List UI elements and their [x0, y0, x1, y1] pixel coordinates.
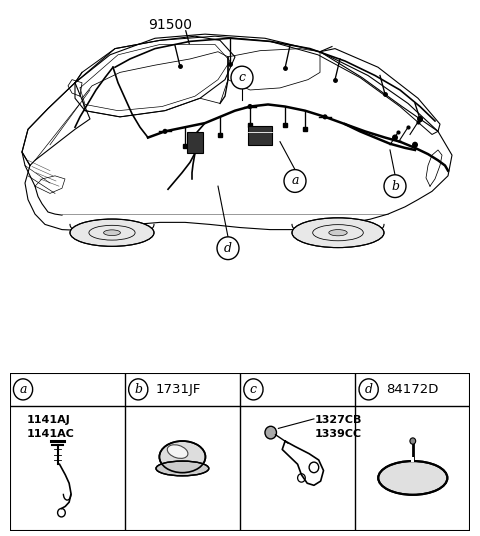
Ellipse shape [156, 461, 209, 476]
Text: d: d [365, 383, 372, 396]
Bar [248, 126, 272, 145]
Ellipse shape [70, 219, 154, 247]
Text: c: c [250, 383, 257, 396]
Circle shape [412, 142, 418, 148]
Text: 1339CC: 1339CC [315, 429, 362, 438]
Circle shape [384, 175, 406, 198]
Circle shape [265, 426, 276, 439]
Ellipse shape [168, 445, 188, 458]
Text: 1327CB: 1327CB [315, 415, 362, 425]
Ellipse shape [159, 441, 205, 473]
Circle shape [417, 116, 423, 122]
Text: 1141AC: 1141AC [27, 429, 75, 438]
Ellipse shape [292, 218, 384, 248]
Circle shape [217, 237, 239, 259]
Circle shape [284, 169, 306, 192]
Circle shape [129, 379, 148, 400]
Text: c: c [239, 71, 245, 84]
Text: 84172D: 84172D [386, 383, 438, 396]
Text: 91500: 91500 [148, 18, 192, 32]
Circle shape [392, 135, 398, 140]
Text: b: b [391, 180, 399, 192]
Ellipse shape [104, 230, 120, 235]
Text: 1731JF: 1731JF [156, 383, 201, 396]
Text: d: d [224, 242, 232, 255]
Bar [187, 132, 203, 153]
Circle shape [231, 66, 253, 89]
Circle shape [410, 438, 416, 444]
Bar [411, 457, 414, 462]
Text: a: a [291, 175, 299, 188]
Circle shape [163, 129, 168, 134]
Circle shape [248, 104, 252, 109]
Text: a: a [19, 383, 27, 396]
Circle shape [244, 379, 263, 400]
Ellipse shape [378, 461, 447, 495]
Ellipse shape [329, 229, 347, 236]
Circle shape [13, 379, 33, 400]
Circle shape [323, 114, 327, 120]
Text: b: b [134, 383, 142, 396]
Text: 1141AJ: 1141AJ [27, 415, 71, 425]
Circle shape [359, 379, 378, 400]
